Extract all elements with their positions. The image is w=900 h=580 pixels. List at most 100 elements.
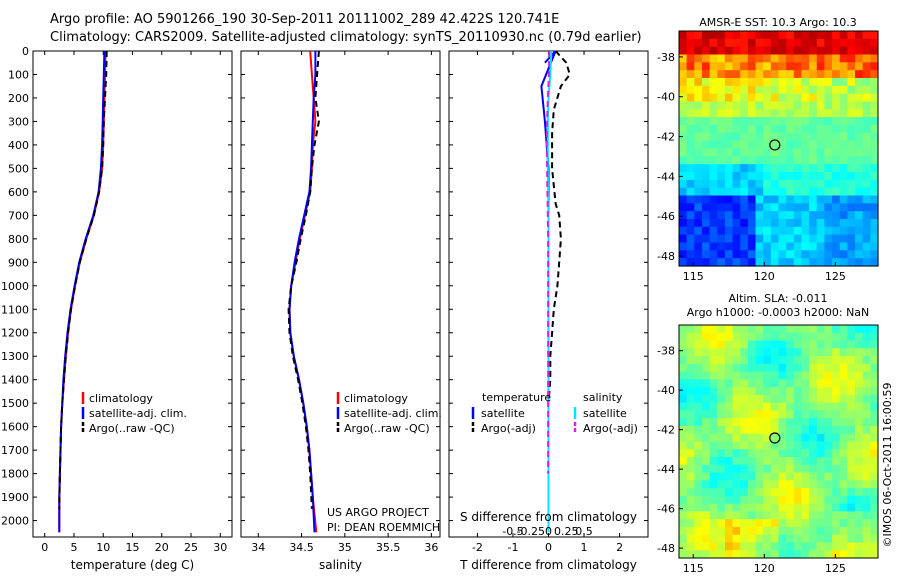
map-cell (786, 363, 795, 373)
map-cell (786, 203, 795, 212)
map-cell (832, 93, 841, 103)
map-cell (679, 38, 688, 48)
map-cell (694, 503, 703, 512)
map-cell (832, 195, 841, 204)
map-cell (724, 156, 734, 165)
map-cell (816, 511, 826, 520)
map-cell (686, 234, 695, 244)
map-cell (824, 472, 833, 481)
map-cell (732, 441, 741, 450)
legend-label: satellite (481, 407, 525, 420)
map-cell (809, 70, 818, 79)
map-cell (763, 363, 772, 373)
map-cell (747, 550, 757, 559)
map-cell (755, 101, 764, 110)
map-cell (770, 203, 780, 212)
map-cell (717, 54, 726, 63)
map-cell (701, 132, 711, 142)
map-cell (870, 70, 879, 79)
map-cell (870, 226, 879, 236)
map-cell (832, 85, 841, 95)
map-cell (855, 332, 864, 342)
map-cell (709, 109, 718, 118)
map-cell (717, 132, 726, 142)
x-tick-label: 10 (96, 541, 110, 554)
map-cell (686, 101, 695, 110)
map-cell (701, 340, 711, 349)
map-cell (724, 140, 734, 150)
map-cell (855, 418, 864, 427)
map-cell (870, 363, 879, 373)
map-cell (786, 70, 795, 79)
map-cell (793, 85, 803, 95)
map-cell (747, 117, 757, 126)
map-cell (717, 38, 726, 48)
map-cell (778, 441, 787, 450)
map-cell (724, 31, 734, 40)
map-cell (763, 534, 772, 544)
map-cell (839, 418, 848, 427)
map-cell (786, 195, 795, 204)
map-cell (824, 550, 833, 559)
map-cell (770, 457, 780, 466)
map-cell (740, 379, 749, 388)
map-cell (686, 472, 695, 481)
map-cell (724, 441, 734, 450)
map-cell (855, 125, 864, 134)
map-cell (770, 78, 780, 87)
map-cell (839, 46, 848, 56)
x2-tick-label: 0 (545, 525, 552, 538)
map-cell (686, 38, 695, 48)
map-cell (701, 332, 711, 342)
map-cell (755, 379, 764, 388)
map-cell (740, 425, 749, 435)
map-cell (862, 534, 871, 544)
map-cell (870, 109, 879, 118)
map-cell (778, 340, 787, 349)
map-cell (832, 179, 841, 189)
map-cell (862, 234, 871, 244)
map-cell (701, 172, 711, 181)
map-cell (755, 480, 764, 489)
map-cell (717, 394, 726, 404)
map-cell (679, 441, 688, 450)
map-cell (694, 449, 703, 458)
map-cell (809, 394, 818, 404)
x-axis-label: salinity (319, 558, 362, 572)
map-cell (801, 54, 810, 63)
map-cell (786, 211, 795, 220)
map-cell (847, 418, 856, 427)
map-cell (778, 511, 787, 520)
map-cell (801, 356, 810, 365)
map-cell (732, 332, 741, 342)
map-cell (809, 371, 818, 380)
map-cell (763, 172, 772, 181)
map-cell (686, 511, 695, 520)
series-line-climatology (58, 50, 107, 533)
map-cell (832, 38, 841, 48)
map-cell (855, 379, 864, 388)
map-frame (678, 30, 879, 267)
map-cell (701, 54, 711, 63)
map-cell (701, 203, 711, 212)
map-cell (862, 503, 871, 512)
map-cell (816, 526, 826, 536)
map-cell (778, 550, 787, 559)
map-cell (701, 38, 711, 48)
map-cell (701, 85, 711, 95)
map-cell (847, 70, 856, 79)
map-cell (855, 457, 864, 466)
map-cell (870, 125, 879, 134)
map-cell (717, 425, 726, 435)
map-cell (747, 433, 757, 443)
map-cell (770, 258, 780, 267)
map-cell (747, 93, 757, 103)
map-cell (686, 31, 695, 40)
map-cell (839, 93, 848, 103)
map-cell (824, 457, 833, 466)
map-cell (847, 387, 856, 396)
map-cell (694, 38, 703, 48)
map-cell (724, 348, 734, 357)
map-cell (839, 394, 848, 404)
map-cell (679, 550, 688, 559)
